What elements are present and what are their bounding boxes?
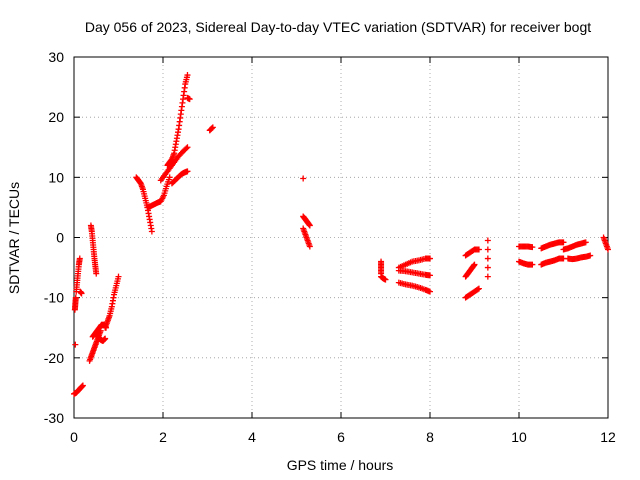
data-point	[475, 246, 482, 253]
x-tick-label: 2	[159, 429, 167, 445]
data-point	[184, 144, 191, 151]
data-point	[382, 276, 389, 283]
data-point	[560, 239, 567, 246]
data-point	[306, 222, 313, 229]
data-point	[184, 168, 191, 175]
data-point	[209, 125, 216, 132]
y-tick-label: 30	[48, 49, 64, 65]
data-point	[148, 228, 155, 235]
data-point	[474, 286, 481, 293]
data-point	[184, 72, 191, 79]
data-point	[427, 272, 433, 279]
data-point	[72, 294, 79, 301]
axis-ticks: 0 2 4 6 8 10 12 -30 -20 -10 0 10 20 30	[44, 49, 616, 445]
x-tick-label: 4	[248, 429, 256, 445]
data-point	[484, 237, 491, 244]
data-point	[306, 243, 313, 250]
data-point	[484, 246, 491, 253]
y-tick-label: -20	[44, 350, 64, 366]
y-tick-label: 0	[56, 230, 64, 246]
data-point	[471, 261, 478, 268]
x-tick-label: 10	[511, 429, 527, 445]
data-point	[79, 382, 86, 389]
data-points	[71, 72, 611, 397]
y-axis-label: SDTVAR / TECUs	[6, 182, 22, 294]
data-point	[484, 273, 491, 280]
data-point	[209, 124, 216, 131]
data-point	[605, 246, 611, 253]
grid-lines	[74, 57, 608, 418]
data-point	[427, 255, 433, 262]
data-point	[78, 290, 85, 297]
data-point	[93, 270, 100, 277]
y-tick-label: -30	[44, 410, 64, 426]
data-point	[102, 335, 109, 342]
data-point	[587, 252, 594, 259]
data-point	[115, 273, 122, 280]
x-tick-label: 0	[70, 429, 78, 445]
x-tick-label: 6	[337, 429, 345, 445]
chart-title: Day 056 of 2023, Sidereal Day-to-day VTE…	[85, 19, 591, 35]
data-point	[475, 285, 482, 292]
data-point	[186, 96, 193, 103]
y-tick-label: -10	[44, 290, 64, 306]
y-tick-label: 20	[48, 109, 64, 125]
data-point	[76, 255, 83, 262]
y-tick-label: 10	[48, 169, 64, 185]
data-point	[582, 239, 589, 246]
data-point	[529, 261, 536, 268]
data-point	[183, 145, 190, 152]
x-axis-label: GPS time / hours	[287, 457, 394, 473]
data-point	[529, 244, 536, 251]
x-tick-label: 8	[426, 429, 434, 445]
data-point	[427, 288, 433, 295]
data-point	[484, 264, 491, 271]
data-point	[484, 255, 491, 262]
data-point	[300, 175, 307, 182]
data-point	[72, 341, 79, 348]
x-tick-label: 12	[600, 429, 616, 445]
data-point	[166, 174, 173, 181]
